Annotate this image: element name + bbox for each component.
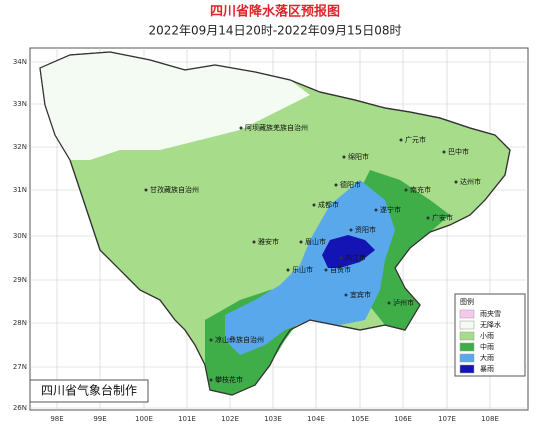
legend-swatch	[459, 364, 475, 374]
legend-swatch	[459, 309, 475, 319]
city-label: 雅安市	[258, 237, 279, 246]
city-label: 攀枝花市	[215, 375, 243, 384]
legend-label: 中雨	[480, 342, 494, 351]
city-dot	[404, 188, 408, 192]
city-label: 阿坝藏族羌族自治州	[245, 123, 308, 132]
lon-label: 106E	[394, 415, 412, 423]
lon-label: 103E	[264, 415, 282, 423]
lat-label: 31N	[13, 186, 27, 194]
city-dot	[387, 301, 391, 305]
city-label: 泸州市	[393, 298, 414, 307]
lat-label: 29N	[13, 276, 27, 284]
legend-label: 暴雨	[480, 365, 494, 373]
city-label: 广安市	[432, 213, 453, 222]
city-dot	[399, 138, 403, 142]
city-label: 绵阳市	[348, 152, 369, 161]
lon-label: 99E	[93, 415, 106, 423]
city-dot	[374, 208, 378, 212]
city-label: 资阳市	[355, 225, 376, 234]
footer: 四川省气象台制作	[41, 383, 137, 398]
lon-label: 100E	[135, 415, 153, 423]
city-dot	[239, 126, 243, 130]
city-dot	[144, 188, 148, 192]
lat-label: 34N	[13, 58, 27, 66]
lon-label: 98E	[50, 415, 63, 423]
title: 四川省降水落区预报图	[210, 4, 340, 20]
city-dot	[286, 268, 290, 272]
city-label: 眉山市	[305, 237, 326, 246]
no-rain-area	[40, 52, 310, 160]
city-dot	[312, 203, 316, 207]
city-label: 达州市	[460, 177, 481, 186]
legend-label: 小雨	[480, 331, 494, 340]
province-border	[39, 51, 511, 396]
city-dot	[349, 228, 353, 232]
lat-label: 26N	[13, 404, 27, 412]
subtitle: 2022年09月14日20时-2022年09月15日08时	[148, 24, 401, 38]
city-label: 凉山彝族自治州	[215, 335, 264, 344]
city-label: 乐山市	[292, 265, 313, 274]
city-dot	[299, 240, 303, 244]
city-label: 内江市	[345, 253, 366, 262]
legend-label: 大雨	[480, 353, 494, 362]
legend-swatch	[459, 342, 475, 352]
lon-label: 107E	[438, 415, 456, 423]
city-dot	[209, 378, 213, 382]
heavy-rain-area	[225, 180, 395, 355]
lat-label: 28N	[13, 319, 27, 327]
map-layer	[30, 48, 528, 410]
city-label: 甘孜藏族自治州	[150, 185, 199, 194]
city-label: 德阳市	[340, 180, 361, 189]
city-dot	[342, 155, 346, 159]
lon-label: 101E	[178, 415, 196, 423]
city-dot	[339, 256, 343, 260]
legend-title: 图例	[460, 297, 474, 306]
legend-swatch	[459, 353, 475, 363]
city-dot	[324, 268, 328, 272]
city-dot	[252, 240, 256, 244]
rainstorm-area	[322, 235, 375, 268]
city-label: 遂宁市	[380, 205, 401, 214]
city-dot	[209, 338, 213, 342]
city-label: 巴中市	[448, 147, 469, 156]
city-label: 广元市	[405, 135, 426, 144]
legend-label: 无降水	[480, 320, 501, 329]
lon-label: 105E	[351, 415, 369, 423]
lat-label: 27N	[13, 363, 27, 371]
legend-label: 雨夹雪	[480, 309, 501, 318]
lon-label: 108E	[481, 415, 499, 423]
legend-swatch	[459, 320, 475, 330]
city-label: 宜宾市	[350, 290, 371, 299]
lat-label: 32N	[13, 143, 27, 151]
legend-swatch	[459, 331, 475, 341]
lat-label: 33N	[13, 100, 27, 108]
city-label: 成都市	[318, 200, 339, 209]
city-label: 自贡市	[330, 265, 351, 274]
city-dot	[426, 216, 430, 220]
city-dot	[454, 180, 458, 184]
lat-label: 30N	[13, 232, 27, 240]
footer-box	[29, 379, 149, 403]
city-dot	[442, 150, 446, 154]
city-label: 南充市	[410, 185, 431, 194]
lon-label: 102E	[221, 415, 239, 423]
city-dot	[334, 183, 338, 187]
lon-label: 104E	[307, 415, 325, 423]
city-dot	[344, 293, 348, 297]
